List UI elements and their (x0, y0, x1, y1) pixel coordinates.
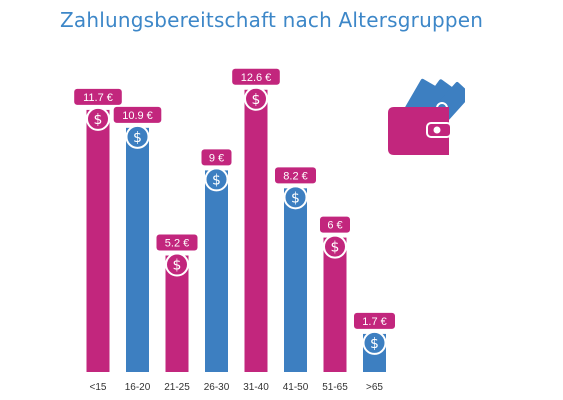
data-label-text: 8.2 € (283, 170, 307, 182)
coin-circle (86, 106, 110, 131)
tick-label: 31-40 (243, 382, 269, 393)
data-label-bg (201, 149, 232, 166)
coin-circle (204, 167, 229, 192)
coin-symbol: $ (291, 190, 300, 206)
coin-circle (244, 86, 268, 111)
data-label-bg (275, 167, 316, 184)
data-label: 6 € (320, 216, 350, 233)
tick-label: 51-65 (322, 382, 348, 393)
chart-title: Zahlungsbereitschaft nach Altersgruppen (60, 8, 484, 32)
dollar-coin-icon: $ (362, 330, 387, 355)
bar (323, 237, 347, 372)
data-label-bg (354, 312, 395, 329)
data-label: 1.7 € (354, 312, 395, 329)
data-label-text: 1.7 € (362, 316, 386, 328)
coin-circle (323, 234, 347, 259)
data-label-bg (232, 68, 280, 85)
data-label-bg (113, 106, 162, 123)
data-label-text: 9 € (209, 152, 224, 164)
data-label-text: 12.6 € (241, 72, 272, 84)
coin-symbol: $ (133, 130, 142, 146)
bar (86, 109, 110, 373)
coin-symbol: $ (212, 172, 221, 188)
data-label-bg (156, 234, 198, 251)
coin-symbol: $ (370, 336, 379, 352)
coin-symbol: $ (252, 92, 261, 108)
data-label: 8.2 € (275, 167, 316, 184)
coin-symbol: $ (94, 112, 103, 128)
tick-label: 41-50 (283, 382, 309, 393)
data-label: 12.6 € (232, 68, 280, 85)
bar (126, 127, 149, 372)
dollar-coin-icon: $ (125, 124, 150, 149)
data-label-text: 6 € (327, 220, 342, 232)
bar (244, 89, 268, 372)
data-label: 9 € (201, 149, 232, 166)
data-label: 5.2 € (156, 234, 198, 251)
tick-label: >65 (366, 382, 383, 393)
coin-circle (165, 252, 189, 277)
data-label-bg (74, 88, 122, 105)
dollar-coin-icon: $ (165, 252, 189, 277)
tick-label: 26-30 (204, 382, 230, 393)
dollar-coin-icon: $ (86, 106, 110, 131)
tick-label: 16-20 (125, 382, 151, 393)
coin-circle (125, 124, 150, 149)
tick-label: <15 (90, 382, 107, 393)
coin-circle (283, 185, 308, 210)
data-label-text: 10.9 € (122, 110, 153, 122)
dollar-coin-icon: $ (244, 86, 268, 111)
data-label: 10.9 € (113, 106, 162, 123)
bar (284, 188, 307, 372)
coin-symbol: $ (173, 258, 182, 274)
coin-symbol: $ (331, 240, 340, 256)
wallet-with-money-icon (388, 78, 465, 155)
dollar-coin-icon: $ (283, 185, 308, 210)
data-label: 11.7 € (74, 88, 122, 105)
dollar-coin-icon: $ (204, 167, 229, 192)
data-label-bg (320, 216, 350, 233)
data-label-text: 11.7 € (83, 92, 113, 104)
dollar-coin-icon: $ (323, 234, 347, 259)
data-label-text: 5.2 € (165, 238, 189, 250)
bar (205, 170, 228, 372)
coin-circle (362, 330, 387, 355)
bar (165, 255, 189, 372)
tick-label: 21-25 (164, 382, 190, 393)
